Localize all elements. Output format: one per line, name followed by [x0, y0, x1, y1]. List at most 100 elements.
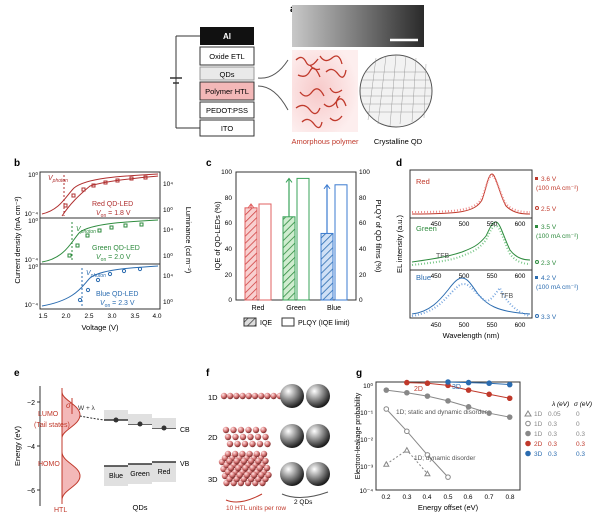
leakage-marker	[465, 387, 472, 393]
svg-text:40: 40	[225, 246, 233, 253]
svg-text:4.0: 4.0	[152, 313, 161, 320]
legend-plqy-swatch	[281, 317, 295, 327]
leakage-marker	[445, 379, 451, 385]
vb-green	[128, 464, 152, 484]
cb-blue	[104, 410, 128, 420]
red-device-label: Red QD-LED	[92, 201, 133, 208]
sigma-label: σ	[66, 401, 72, 410]
htl-unit	[242, 464, 249, 472]
panel-b: b Vphoton Red QD-LED Von = 1.8 V Vphoton…	[13, 158, 193, 332]
layer-etl	[199, 46, 255, 66]
green-el-label: Green	[416, 224, 437, 233]
crystalline-qd-label: Crystalline QD	[374, 137, 423, 146]
leakage-marker	[486, 391, 492, 398]
svg-text:0.7: 0.7	[484, 494, 493, 501]
layer-htl	[199, 81, 255, 101]
leakage-marker	[424, 452, 431, 458]
svg-text:500: 500	[459, 273, 470, 280]
legend-dim: 1D	[534, 431, 543, 438]
leakage-marker	[465, 404, 472, 410]
jv-xticks: 1.5 2.0 2.5 3.0 3.5 4.0	[38, 313, 161, 320]
iqe-ylabel: IQE of QD-LEDs (%)	[213, 201, 222, 271]
red-el-points	[411, 174, 531, 213]
red-el-spectrum	[411, 173, 531, 215]
htl-unit	[240, 457, 248, 465]
svg-text:450: 450	[431, 273, 442, 280]
svg-text:3.5 V: 3.5 V	[541, 224, 557, 231]
svg-text:2.5 V: 2.5 V	[541, 206, 557, 213]
iqe-yticks: 0 20 40 60 80 100	[221, 169, 232, 304]
htl-brace	[225, 493, 263, 503]
leakage-marker	[486, 410, 492, 416]
blue-tfb-label: TFB	[500, 293, 514, 300]
blue-current-curve	[41, 265, 159, 307]
htl-unit	[237, 426, 245, 434]
legend-dim: 1D	[534, 411, 543, 418]
iqe-category-red: Red	[252, 305, 265, 312]
cb-label: CB	[180, 427, 190, 434]
legend-sigma: 0.3	[576, 431, 585, 438]
iqe-bar	[244, 207, 258, 301]
leakage-marker	[424, 393, 431, 399]
htl-unit	[255, 457, 262, 465]
layer-al-label: Al	[223, 32, 231, 41]
legend-header-lambda: λ (eV)	[551, 401, 569, 408]
htl-unit	[230, 426, 237, 434]
green-current-curve	[41, 219, 159, 263]
panel-c: c 0 20 40 60 80 100 0 20 40 60 80 100 Red Green Bl…	[206, 158, 383, 327]
htl-unit	[270, 392, 277, 400]
green-tfb-label: TFB	[436, 253, 450, 260]
htl-unit	[263, 464, 271, 472]
htl-unit	[224, 433, 232, 441]
amorphous-polymer-image	[292, 50, 358, 132]
svg-text:550: 550	[487, 273, 498, 280]
htl-unit	[250, 471, 258, 479]
svg-text:0.4: 0.4	[422, 494, 431, 501]
htl-unit	[246, 450, 253, 458]
homo-dos	[61, 451, 81, 501]
panel-e: e −2 −4 −6 Energy (eV) σ W + λ LUMO (Tail …	[13, 368, 190, 514]
leakage-marker	[465, 379, 472, 386]
htl-unit	[239, 392, 246, 400]
htl-unit	[222, 426, 230, 434]
tag-3d: 3D	[452, 384, 461, 391]
red-markers	[63, 175, 148, 208]
lumo-label: LUMO	[38, 411, 59, 418]
svg-text:0.2: 0.2	[381, 494, 390, 501]
svg-text:3.0: 3.0	[107, 313, 116, 320]
qd-blue-label: Blue	[109, 473, 123, 480]
svg-text:10⁰: 10⁰	[163, 298, 173, 306]
leakage-ylabel: Electron-leakage probability	[355, 392, 362, 479]
blue-von-label: Von = 2.3 V	[100, 300, 135, 309]
red-current-curve	[41, 173, 159, 215]
plqy-bar	[258, 203, 272, 301]
el-xticks: 450 500 550 600 450 500 550 600 450 500 550 600	[431, 221, 526, 329]
electron-dot	[137, 421, 143, 427]
svg-text:10⁰: 10⁰	[163, 252, 173, 260]
annotation-static-dynamic: 1D; static and dynamic disorder	[396, 409, 488, 416]
jv-xlabel: Voltage (V)	[81, 323, 119, 332]
qd-count-label: 2 QDs	[294, 499, 313, 506]
qd-sphere	[280, 424, 304, 448]
svg-text:40: 40	[359, 246, 367, 253]
energy-yticks: −2 −4 −6	[27, 400, 35, 495]
svg-text:3.3 V: 3.3 V	[541, 314, 557, 321]
svg-text:10⁴: 10⁴	[163, 227, 173, 234]
leakage-marker	[445, 474, 451, 480]
svg-text:1.5: 1.5	[38, 313, 47, 320]
svg-text:−4: −4	[27, 444, 35, 451]
legend-lambda: 0.05	[548, 411, 561, 418]
lumo-dos	[61, 391, 81, 439]
green-device-label: Green QD-LED	[92, 245, 140, 252]
jv-plot-frame	[39, 171, 161, 310]
qd-sphere	[306, 384, 330, 408]
legend-dim: 3D	[534, 451, 543, 458]
layer-qds-label: QDs	[220, 70, 235, 79]
svg-text:0.8: 0.8	[505, 494, 514, 501]
legend-marker	[525, 450, 531, 457]
w-lambda-label: W + λ	[78, 405, 96, 412]
svg-text:3.5: 3.5	[130, 313, 139, 320]
htl-unit	[260, 450, 268, 458]
htl-unit	[262, 457, 269, 465]
